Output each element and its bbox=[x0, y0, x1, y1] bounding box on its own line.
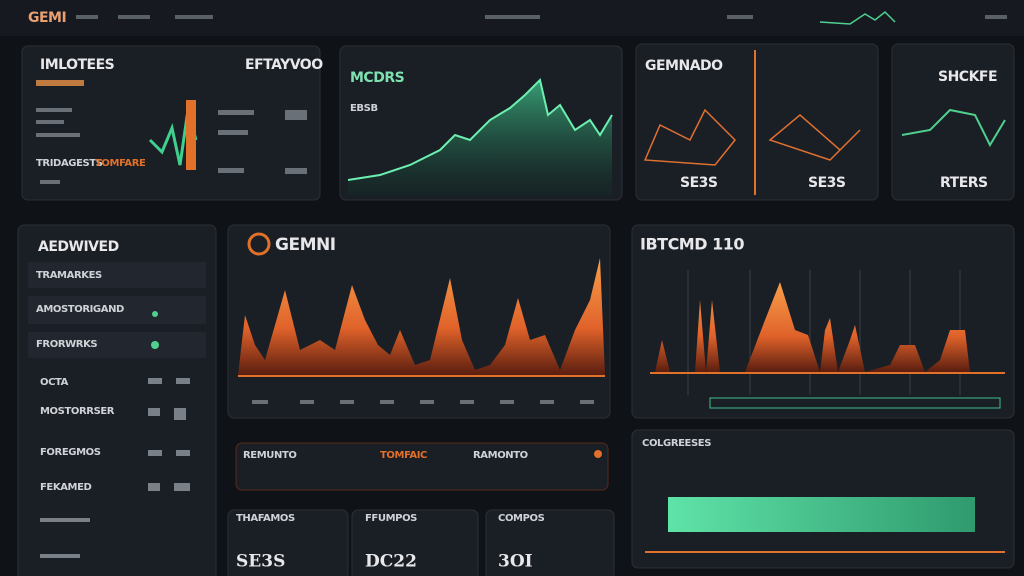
item[interactable]: FEKAMED bbox=[40, 482, 92, 493]
panel bbox=[21, 45, 321, 201]
item[interactable]: AMOSTORIGAND bbox=[36, 304, 124, 315]
spark-bar bbox=[186, 100, 196, 170]
row[interactable] bbox=[28, 262, 206, 288]
nav-spark bbox=[819, 10, 896, 25]
note: TRIDAGESTS bbox=[36, 158, 103, 169]
card-value: 3OI bbox=[498, 552, 533, 572]
cards: THAFAMOS SE3S FFUMPOS DC22 COMPOS 3OI bbox=[227, 509, 615, 576]
card-value: DC22 bbox=[365, 552, 417, 572]
tag bbox=[36, 80, 84, 86]
shapes bbox=[643, 108, 861, 166]
range bbox=[709, 397, 1001, 409]
area bbox=[238, 258, 605, 375]
value: SE3S bbox=[680, 175, 718, 191]
panel-title: IBTCMD 110 bbox=[640, 235, 744, 254]
note-sub: TOMFARE bbox=[95, 158, 146, 169]
row[interactable] bbox=[28, 296, 206, 324]
panel-title: SHCKFE bbox=[938, 69, 997, 85]
logo[interactable]: GEMI bbox=[28, 10, 67, 26]
area bbox=[655, 282, 970, 372]
card-title: THAFAMOS bbox=[236, 513, 295, 524]
panel-sub: EBSB bbox=[350, 103, 378, 114]
panel bbox=[635, 43, 879, 201]
panel-title: GEMNADO bbox=[645, 58, 723, 74]
panel-aside: EFTAYVOO bbox=[245, 57, 323, 73]
row[interactable] bbox=[28, 332, 206, 358]
panel-title: MCDRS bbox=[350, 70, 405, 86]
strip bbox=[235, 442, 609, 491]
axis-ticks bbox=[252, 400, 594, 404]
strip-item: RAMONTO bbox=[473, 450, 528, 461]
panel-title: IMLOTEES bbox=[40, 57, 115, 73]
card-value: SE3S bbox=[236, 552, 285, 572]
item[interactable]: OCTA bbox=[40, 377, 69, 388]
item[interactable]: FRORWRKS bbox=[36, 339, 98, 350]
item[interactable]: TRAMARKES bbox=[36, 270, 102, 281]
sidebar-title: AEDWIVED bbox=[38, 239, 119, 255]
list-bars bbox=[36, 108, 307, 184]
strip-item: REMUNTO bbox=[243, 450, 297, 461]
dot bbox=[594, 450, 602, 458]
value: SE3S bbox=[808, 175, 846, 191]
card-title: FFUMPOS bbox=[365, 513, 417, 524]
panel-title: COLGREESES bbox=[642, 438, 711, 449]
strip-item: TOMFAIC bbox=[380, 450, 427, 461]
panel-title: GEMNI bbox=[275, 235, 336, 255]
panel bbox=[891, 43, 1015, 201]
bar bbox=[668, 497, 975, 532]
line bbox=[347, 78, 613, 181]
nav bbox=[76, 15, 1007, 19]
panel bbox=[631, 224, 1015, 419]
item[interactable]: MOSTORRSER bbox=[40, 406, 115, 417]
logo-icon bbox=[247, 232, 271, 256]
card-title: COMPOS bbox=[498, 513, 545, 524]
value: RTERS bbox=[940, 175, 988, 191]
item[interactable]: FOREGMOS bbox=[40, 447, 101, 458]
sidebar-items: TRAMARKES AMOSTORIGAND FRORWRKS OCTA MOS… bbox=[28, 262, 206, 558]
line bbox=[901, 108, 1006, 148]
